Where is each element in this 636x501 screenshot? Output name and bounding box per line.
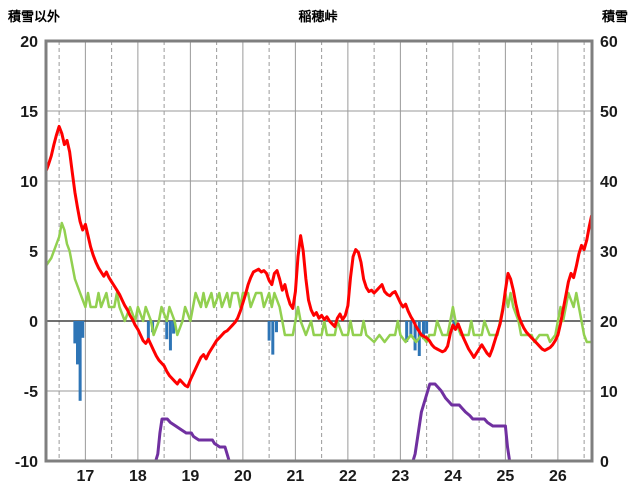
x-tick-label: 18	[129, 468, 147, 485]
bars-blue-bar	[73, 321, 77, 344]
bars-blue-bar	[274, 321, 278, 333]
gridlines	[46, 40, 592, 462]
bars-blue-bar	[271, 321, 275, 355]
bars-blue-bar	[165, 321, 169, 340]
bars-blue-bar	[413, 321, 417, 351]
right-tick-label: 10	[600, 384, 618, 401]
bars-blue-bar	[421, 321, 425, 340]
bars-blue	[73, 321, 456, 401]
bars-blue-bar	[409, 321, 413, 337]
x-tick-label: 17	[76, 468, 94, 485]
x-tick-label: 25	[496, 468, 514, 485]
bars-blue-bar	[267, 321, 271, 341]
right-tick-label: 20	[600, 314, 618, 331]
right-axis-title: 積雪	[601, 9, 628, 24]
right-tick-label: 50	[600, 104, 618, 121]
bars-blue-bar	[405, 321, 409, 342]
right-tick-label: 30	[600, 244, 618, 261]
chart-title: 稲穂峠	[298, 9, 338, 24]
left-axis-title: 積雪以外	[8, 9, 61, 24]
x-tick-label: 22	[339, 468, 357, 485]
left-tick-label: 20	[20, 34, 38, 51]
x-tick-label: 20	[234, 468, 252, 485]
right-tick-label: 0	[600, 454, 609, 471]
bars-blue-bar	[425, 321, 429, 334]
bars-blue-bar	[78, 321, 82, 401]
bars-blue-bar	[168, 321, 172, 351]
left-tick-label: 5	[29, 244, 38, 261]
line-red	[45, 124, 593, 389]
right-tick-label: 40	[600, 174, 618, 191]
snow-depth-line	[45, 382, 593, 463]
left-tick-label: -10	[15, 454, 38, 471]
left-tick-label: 15	[20, 104, 38, 121]
x-tick-label: 19	[181, 468, 199, 485]
line-green	[45, 221, 593, 344]
bars-blue-bar	[81, 321, 85, 338]
x-tick-label: 23	[391, 468, 409, 485]
bars-blue-bar	[172, 321, 176, 334]
left-tick-label: -5	[24, 384, 38, 401]
left-tick-label: 0	[29, 314, 38, 331]
right-tick-label: 60	[600, 34, 618, 51]
x-tick-label: 24	[444, 468, 462, 485]
x-tick-label: 26	[549, 468, 567, 485]
plot-frame	[44, 39, 594, 463]
bars-blue-bar	[146, 321, 150, 342]
bars-blue-bar	[76, 321, 79, 365]
left-tick-label: 10	[20, 174, 38, 191]
x-tick-label: 21	[286, 468, 304, 485]
